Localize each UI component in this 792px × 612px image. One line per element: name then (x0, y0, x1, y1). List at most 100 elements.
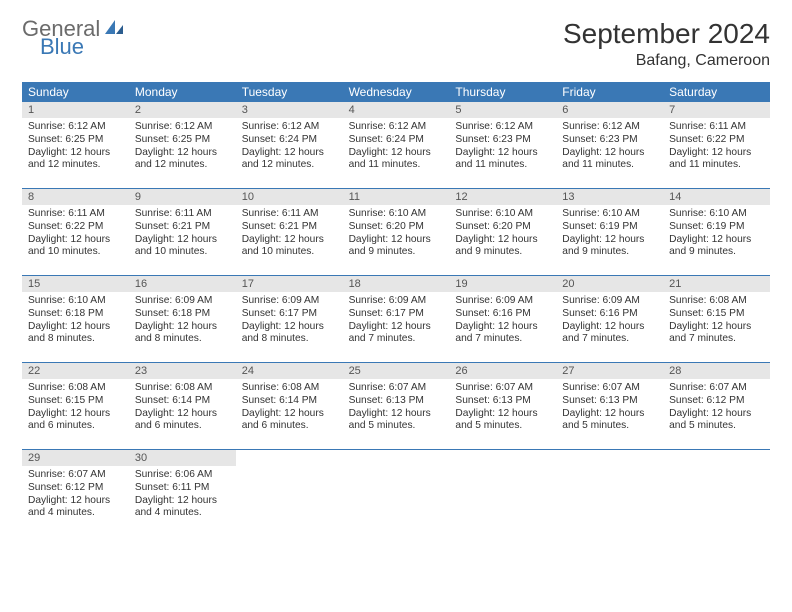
calendar-cell: 10Sunrise: 6:11 AMSunset: 6:21 PMDayligh… (236, 189, 343, 275)
sunrise-text: Sunrise: 6:12 AM (455, 121, 550, 134)
cell-body: Sunrise: 6:10 AMSunset: 6:20 PMDaylight:… (343, 205, 450, 263)
cell-body: Sunrise: 6:09 AMSunset: 6:18 PMDaylight:… (129, 292, 236, 350)
sunrise-text: Sunrise: 6:07 AM (562, 382, 657, 395)
cell-body: Sunrise: 6:07 AMSunset: 6:12 PMDaylight:… (663, 379, 770, 437)
date-number: 17 (236, 276, 343, 292)
sunset-text: Sunset: 6:18 PM (28, 308, 123, 321)
calendar-cell: 13Sunrise: 6:10 AMSunset: 6:19 PMDayligh… (556, 189, 663, 275)
calendar-cell: 14Sunrise: 6:10 AMSunset: 6:19 PMDayligh… (663, 189, 770, 275)
daylight-text: Daylight: 12 hours and 6 minutes. (28, 408, 123, 434)
daylight-text: Daylight: 12 hours and 11 minutes. (562, 147, 657, 173)
date-number: 23 (129, 363, 236, 379)
date-number: 26 (449, 363, 556, 379)
daylight-text: Daylight: 12 hours and 10 minutes. (135, 234, 230, 260)
week-row: 22Sunrise: 6:08 AMSunset: 6:15 PMDayligh… (22, 363, 770, 450)
cell-body: Sunrise: 6:12 AMSunset: 6:24 PMDaylight:… (343, 118, 450, 176)
cell-body: Sunrise: 6:09 AMSunset: 6:17 PMDaylight:… (343, 292, 450, 350)
daylight-text: Daylight: 12 hours and 11 minutes. (669, 147, 764, 173)
sunrise-text: Sunrise: 6:08 AM (28, 382, 123, 395)
sunset-text: Sunset: 6:20 PM (455, 221, 550, 234)
calendar-cell: 18Sunrise: 6:09 AMSunset: 6:17 PMDayligh… (343, 276, 450, 362)
date-number: 15 (22, 276, 129, 292)
calendar-cell: 28Sunrise: 6:07 AMSunset: 6:12 PMDayligh… (663, 363, 770, 449)
sunset-text: Sunset: 6:24 PM (242, 134, 337, 147)
calendar-cell (663, 450, 770, 536)
day-header-tuesday: Tuesday (236, 82, 343, 102)
daylight-text: Daylight: 12 hours and 9 minutes. (562, 234, 657, 260)
cell-body: Sunrise: 6:11 AMSunset: 6:22 PMDaylight:… (22, 205, 129, 263)
sunrise-text: Sunrise: 6:07 AM (455, 382, 550, 395)
date-number: 29 (22, 450, 129, 466)
date-number: 9 (129, 189, 236, 205)
calendar-cell (449, 450, 556, 536)
sunset-text: Sunset: 6:13 PM (562, 395, 657, 408)
sunrise-text: Sunrise: 6:11 AM (135, 208, 230, 221)
date-number: 14 (663, 189, 770, 205)
sunset-text: Sunset: 6:25 PM (28, 134, 123, 147)
day-header-saturday: Saturday (663, 82, 770, 102)
week-row: 29Sunrise: 6:07 AMSunset: 6:12 PMDayligh… (22, 450, 770, 536)
calendar-cell (556, 450, 663, 536)
cell-body: Sunrise: 6:12 AMSunset: 6:23 PMDaylight:… (449, 118, 556, 176)
cell-body: Sunrise: 6:09 AMSunset: 6:17 PMDaylight:… (236, 292, 343, 350)
sunset-text: Sunset: 6:25 PM (135, 134, 230, 147)
sunset-text: Sunset: 6:15 PM (669, 308, 764, 321)
sunset-text: Sunset: 6:23 PM (455, 134, 550, 147)
cell-body: Sunrise: 6:12 AMSunset: 6:24 PMDaylight:… (236, 118, 343, 176)
sunset-text: Sunset: 6:21 PM (135, 221, 230, 234)
daylight-text: Daylight: 12 hours and 6 minutes. (242, 408, 337, 434)
sunset-text: Sunset: 6:22 PM (28, 221, 123, 234)
cell-body: Sunrise: 6:09 AMSunset: 6:16 PMDaylight:… (449, 292, 556, 350)
sunset-text: Sunset: 6:23 PM (562, 134, 657, 147)
daylight-text: Daylight: 12 hours and 8 minutes. (135, 321, 230, 347)
daylight-text: Daylight: 12 hours and 9 minutes. (349, 234, 444, 260)
daylight-text: Daylight: 12 hours and 4 minutes. (135, 495, 230, 521)
calendar-cell: 22Sunrise: 6:08 AMSunset: 6:15 PMDayligh… (22, 363, 129, 449)
daylight-text: Daylight: 12 hours and 12 minutes. (242, 147, 337, 173)
daylight-text: Daylight: 12 hours and 8 minutes. (242, 321, 337, 347)
sunset-text: Sunset: 6:16 PM (455, 308, 550, 321)
daylight-text: Daylight: 12 hours and 7 minutes. (455, 321, 550, 347)
date-number: 16 (129, 276, 236, 292)
day-header-row: Sunday Monday Tuesday Wednesday Thursday… (22, 82, 770, 102)
calendar-cell: 20Sunrise: 6:09 AMSunset: 6:16 PMDayligh… (556, 276, 663, 362)
sunrise-text: Sunrise: 6:12 AM (28, 121, 123, 134)
page-header: General Blue September 2024 Bafang, Came… (22, 18, 770, 70)
date-number: 18 (343, 276, 450, 292)
calendar-cell: 29Sunrise: 6:07 AMSunset: 6:12 PMDayligh… (22, 450, 129, 536)
cell-body: Sunrise: 6:08 AMSunset: 6:15 PMDaylight:… (663, 292, 770, 350)
daylight-text: Daylight: 12 hours and 10 minutes. (28, 234, 123, 260)
sunset-text: Sunset: 6:18 PM (135, 308, 230, 321)
cell-body: Sunrise: 6:08 AMSunset: 6:15 PMDaylight:… (22, 379, 129, 437)
calendar-cell: 24Sunrise: 6:08 AMSunset: 6:14 PMDayligh… (236, 363, 343, 449)
month-title: September 2024 (563, 18, 770, 50)
calendar-cell: 11Sunrise: 6:10 AMSunset: 6:20 PMDayligh… (343, 189, 450, 275)
sunrise-text: Sunrise: 6:10 AM (28, 295, 123, 308)
sunrise-text: Sunrise: 6:07 AM (349, 382, 444, 395)
calendar-cell: 3Sunrise: 6:12 AMSunset: 6:24 PMDaylight… (236, 102, 343, 188)
daylight-text: Daylight: 12 hours and 11 minutes. (455, 147, 550, 173)
day-header-wednesday: Wednesday (343, 82, 450, 102)
calendar-cell: 5Sunrise: 6:12 AMSunset: 6:23 PMDaylight… (449, 102, 556, 188)
daylight-text: Daylight: 12 hours and 7 minutes. (669, 321, 764, 347)
logo: General Blue (22, 18, 125, 58)
cell-body: Sunrise: 6:10 AMSunset: 6:18 PMDaylight:… (22, 292, 129, 350)
date-number: 24 (236, 363, 343, 379)
sunrise-text: Sunrise: 6:09 AM (242, 295, 337, 308)
sunset-text: Sunset: 6:17 PM (242, 308, 337, 321)
date-number: 28 (663, 363, 770, 379)
sunrise-text: Sunrise: 6:08 AM (135, 382, 230, 395)
sunrise-text: Sunrise: 6:12 AM (562, 121, 657, 134)
daylight-text: Daylight: 12 hours and 5 minutes. (349, 408, 444, 434)
date-number: 22 (22, 363, 129, 379)
calendar-cell: 21Sunrise: 6:08 AMSunset: 6:15 PMDayligh… (663, 276, 770, 362)
cell-body: Sunrise: 6:08 AMSunset: 6:14 PMDaylight:… (236, 379, 343, 437)
sunrise-text: Sunrise: 6:12 AM (242, 121, 337, 134)
sunset-text: Sunset: 6:14 PM (242, 395, 337, 408)
sunrise-text: Sunrise: 6:09 AM (455, 295, 550, 308)
daylight-text: Daylight: 12 hours and 7 minutes. (562, 321, 657, 347)
cell-body: Sunrise: 6:08 AMSunset: 6:14 PMDaylight:… (129, 379, 236, 437)
sunset-text: Sunset: 6:21 PM (242, 221, 337, 234)
day-header-thursday: Thursday (449, 82, 556, 102)
sunrise-text: Sunrise: 6:09 AM (562, 295, 657, 308)
